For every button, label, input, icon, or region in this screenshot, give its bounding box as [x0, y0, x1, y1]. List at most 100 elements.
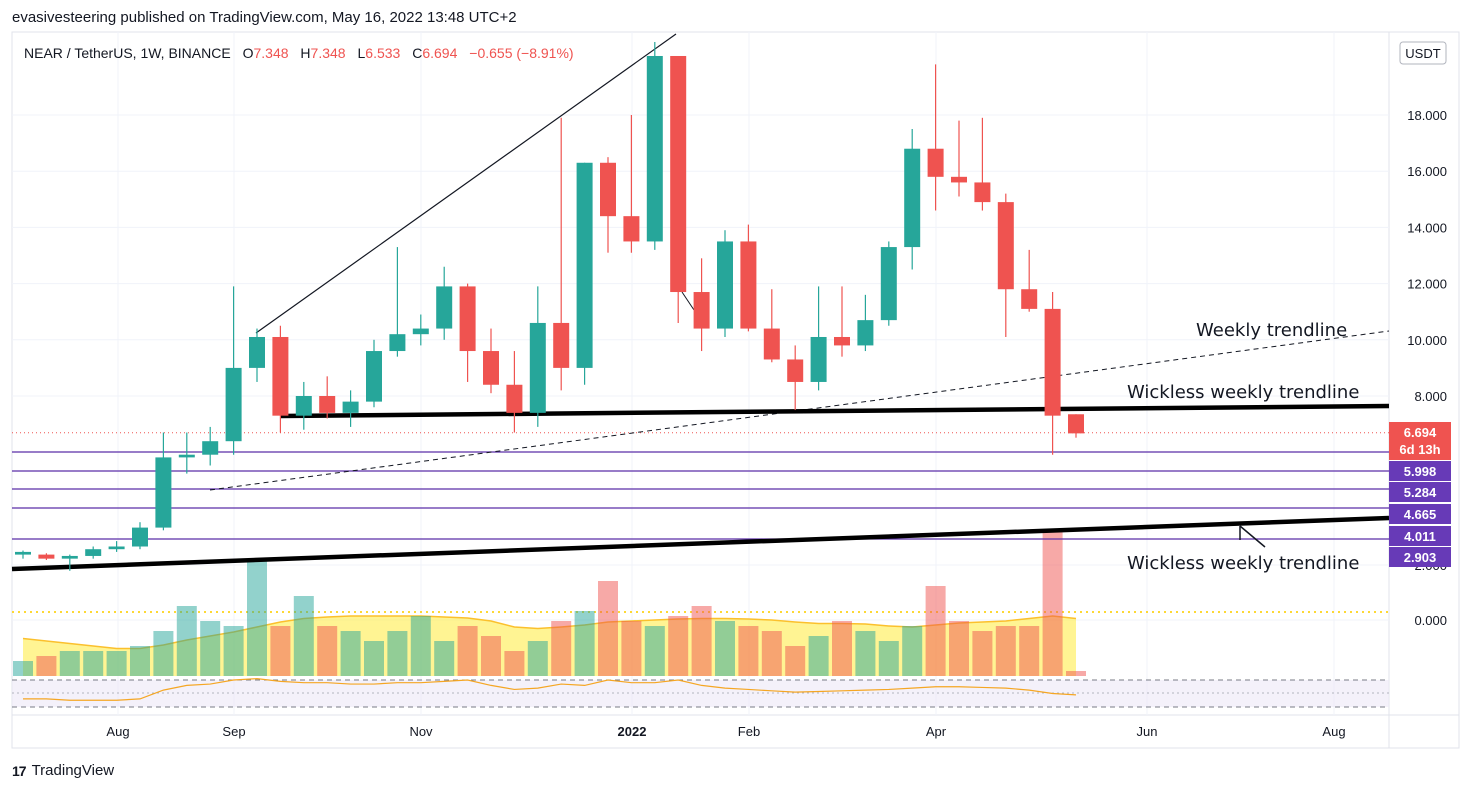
candle-body [1044, 308, 1061, 416]
candle-body [600, 162, 616, 217]
currency-badge[interactable] [1399, 41, 1447, 65]
tradingview-logo-icon: 17 [12, 762, 27, 779]
close-value: 6.694 [422, 45, 457, 61]
candle-body [880, 247, 897, 321]
grid [12, 32, 1389, 715]
candle-body [132, 527, 148, 547]
volume-bar [106, 651, 127, 676]
volume-bar [1066, 671, 1086, 676]
candle-body [506, 384, 523, 413]
level-price-tag [1389, 461, 1451, 481]
candle-body [951, 176, 967, 183]
volume-bar [785, 646, 806, 676]
x-tick-label: Aug [1322, 724, 1345, 739]
trendline-wickless-lower [11, 515, 1390, 572]
change-value: −0.655 (−8.91%) [469, 45, 573, 61]
candle-body [483, 351, 499, 385]
volume-bar [972, 631, 993, 676]
candles [15, 41, 1084, 571]
y-tick-label: 0.000 [1414, 613, 1447, 628]
volume-bar [200, 621, 221, 676]
volume-bar [504, 651, 525, 676]
level-price-label: 4.011 [1404, 529, 1436, 544]
current-price-value: 6.694 [1404, 425, 1437, 440]
candle-body [646, 55, 663, 242]
volume-bar [551, 621, 572, 676]
volume-bar [808, 636, 829, 676]
candle-body [459, 286, 476, 352]
x-axis-labels: Aug Sep Nov 2022 Feb Apr Jun Aug [106, 724, 1345, 739]
annotation-wickless-upper: Wickless weekly trendline [1127, 382, 1359, 403]
candle-body [38, 554, 55, 559]
volume-bar [410, 616, 431, 676]
volume-bar [176, 606, 197, 676]
volume-bar [598, 581, 618, 676]
volume-bar [340, 631, 361, 676]
level-price-label: 2.903 [1404, 550, 1437, 565]
currency-badge-label: USDT [1405, 46, 1440, 61]
volume-bar [527, 641, 548, 676]
x-tick-label: Apr [926, 724, 947, 739]
candle-body [155, 457, 172, 528]
y-tick-label: 8.000 [1414, 389, 1447, 404]
rsi-band [12, 680, 1389, 707]
x-tick-label: Nov [409, 724, 433, 739]
level-price-tag [1389, 526, 1451, 546]
candle-body [740, 241, 757, 329]
candle-body [412, 328, 429, 335]
candle-body [249, 336, 265, 368]
candle-body [717, 241, 733, 329]
candle-body [366, 351, 382, 402]
support-levels [12, 432, 1389, 540]
volume-bar [761, 631, 782, 676]
volume-bar [130, 646, 150, 676]
volume-bar [1019, 626, 1040, 676]
volume-bar [949, 621, 969, 676]
x-tick-label: Aug [106, 724, 129, 739]
rsi-pane [12, 678, 1389, 708]
footer-brand: TradingView [31, 762, 115, 779]
volume-ma-line [22, 615, 1077, 650]
level-price-label: 4.665 [1404, 507, 1437, 522]
candle-body [436, 286, 453, 329]
candle-body [108, 546, 125, 550]
candle-body [693, 292, 710, 329]
price-axis[interactable] [1388, 31, 1460, 749]
open-value: 7.348 [253, 45, 288, 61]
annotation-weekly-trendline: Weekly trendline [1196, 320, 1347, 341]
candle-body [225, 367, 242, 442]
current-price-tag [1389, 422, 1451, 460]
candle-body [1068, 414, 1084, 434]
candle-body [295, 396, 312, 416]
volume-bar [902, 626, 923, 676]
volume-bar [434, 641, 455, 676]
price-tags: 6.694 6d 13h 5.998 5.284 4.665 4.011 2.903 [1389, 422, 1451, 567]
volume-bar [36, 656, 57, 676]
footer: 17 TradingView [12, 762, 114, 779]
volume-bar [644, 626, 665, 676]
candle-body [202, 441, 219, 455]
candle-body [272, 336, 289, 416]
candle-body [1021, 289, 1038, 309]
candle-body [342, 401, 359, 413]
publisher-line: evasivesteering published on TradingView… [12, 9, 517, 26]
high-value: 7.348 [311, 45, 346, 61]
volume-bar [855, 631, 876, 676]
y-tick-label: 16.000 [1407, 164, 1447, 179]
candle-body [553, 322, 570, 368]
low-value: 6.533 [365, 45, 400, 61]
level-price-label: 5.998 [1404, 464, 1437, 479]
level-price-label: 5.284 [1404, 485, 1437, 500]
candle-body [810, 336, 827, 382]
volume-bar [878, 641, 899, 676]
candle-countdown: 6d 13h [1399, 442, 1440, 457]
volume-bar [387, 631, 408, 676]
open-label: O [243, 45, 254, 61]
time-axis[interactable] [11, 714, 1390, 749]
volume-bar [364, 641, 384, 676]
volume-bar [925, 586, 946, 676]
volume-bar [13, 661, 33, 676]
volume-bar [691, 606, 712, 676]
candle-body [178, 454, 195, 458]
